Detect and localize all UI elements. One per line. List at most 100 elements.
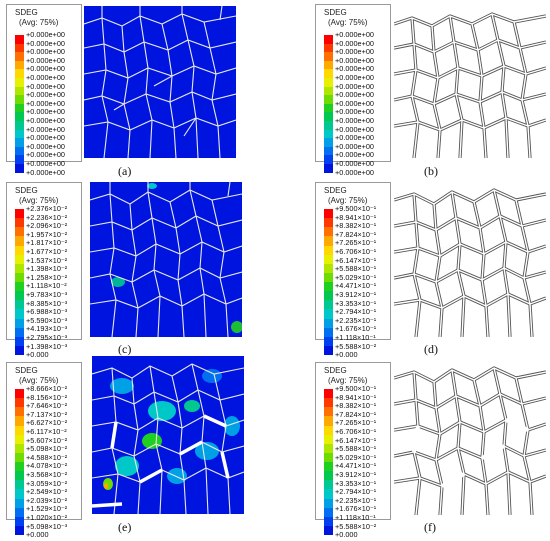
tick-label: +5.098×10⁻² <box>26 444 68 454</box>
tick-labels: +9.500×10⁻¹ +8.941×10⁻¹ +8.382×10⁻¹ +7.824×… <box>335 384 377 540</box>
tick-label: +8.382×10⁻¹ <box>335 401 377 411</box>
tick-label: +8.941×10⁻¹ <box>335 212 377 222</box>
color-segment <box>15 35 24 44</box>
color-segment <box>324 443 333 453</box>
tick-label: +2.096×10⁻² <box>26 221 68 231</box>
tick-label: +2.549×10⁻² <box>26 487 68 497</box>
tick-label: +0.000e+00 <box>26 150 65 160</box>
caption-e: (e) <box>118 520 132 534</box>
color-segment <box>324 398 333 408</box>
tick-label: +3.568×10⁻² <box>26 469 68 479</box>
tick-label: +0.000e+00 <box>335 98 374 108</box>
color-segment <box>324 236 333 246</box>
color-segment <box>324 103 333 113</box>
tick-label: +0.000e+00 <box>26 90 65 100</box>
color-segment <box>324 163 333 173</box>
color-segment <box>324 129 333 139</box>
color-segment <box>15 309 24 319</box>
color-segment <box>324 86 333 96</box>
color-segment <box>324 416 333 426</box>
color-segment <box>15 462 24 472</box>
tick-label: +3.059×10⁻² <box>26 478 68 488</box>
color-bar <box>15 389 24 535</box>
tick-label: +0.000e+00 <box>26 133 65 143</box>
color-segment <box>324 112 333 121</box>
color-segment <box>15 69 24 78</box>
tick-label: +0.000e+00 <box>26 115 65 125</box>
caption-a: (a) <box>118 164 132 178</box>
tick-label: +5.029×10⁻¹ <box>335 272 377 282</box>
tick-label: +4.471×10⁻¹ <box>335 461 377 471</box>
mesh-contour-plot <box>90 182 242 337</box>
color-segment <box>15 272 24 282</box>
tick-label: +8.385×10⁻³ <box>26 298 68 308</box>
color-segment <box>15 138 24 147</box>
tick-label: +6.988×10⁻³ <box>26 307 68 317</box>
color-segment <box>15 163 24 173</box>
legend-title: SDEG <box>15 8 38 17</box>
tick-label: +1.118×10⁻¹ <box>335 332 376 342</box>
color-segment <box>324 43 333 53</box>
color-segment <box>324 77 333 87</box>
tick-label: +1.118×10⁻² <box>26 281 67 291</box>
caption-f: (f) <box>424 520 436 534</box>
tick-label: +2.794×10⁻¹ <box>335 307 377 317</box>
tick-label: +3.353×10⁻¹ <box>335 298 377 308</box>
tick-label: +0.000e+00 <box>335 72 374 82</box>
tick-label: +2.376×10⁻² <box>26 204 68 213</box>
tick-label: +0.000e+00 <box>26 81 65 91</box>
color-segment <box>15 129 24 139</box>
tick-label: +1.537×10⁻² <box>26 255 68 265</box>
tick-label: +9.500×10⁻¹ <box>335 204 377 213</box>
tick-label: +0.000e+00 <box>26 124 65 134</box>
tick-label: +0.000e+00 <box>335 133 374 143</box>
tick-label: +0.000e+00 <box>335 150 374 160</box>
tick-label: +2.794×10⁻¹ <box>335 487 377 497</box>
tick-label: +0.000e+00 <box>335 107 374 117</box>
color-segment <box>15 480 24 490</box>
tick-label: +0.000e+00 <box>335 115 374 125</box>
color-segment <box>15 318 24 328</box>
color-segment <box>324 480 333 490</box>
legend-subtitle: (Avg: 75%) <box>328 376 368 385</box>
color-segment <box>15 282 24 292</box>
legend-b: SDEG (Avg: 75%) +0.000e+00 +0.000e+00 +0.0… <box>315 4 391 176</box>
color-segment <box>324 209 333 219</box>
tick-label: +1.957×10⁻² <box>26 229 68 239</box>
color-segment <box>15 155 24 164</box>
cohesive-mesh-plot <box>394 12 546 158</box>
color-bar <box>324 209 333 355</box>
legend-subtitle: (Avg: 75%) <box>19 196 59 205</box>
tick-label: +5.607×10⁻² <box>26 435 68 445</box>
legend-c: SDEG (Avg: 75%) +2.376×10⁻² +2.236×10⁻² +2… <box>6 182 82 359</box>
tick-label: +8.156×10⁻² <box>26 392 68 402</box>
color-segment <box>324 327 333 337</box>
cohesive-mesh-plot <box>394 188 546 337</box>
tick-label: +0.000e+00 <box>335 38 374 48</box>
color-segment <box>324 345 333 355</box>
tick-label: +2.235×10⁻¹ <box>335 495 377 505</box>
legend-subtitle: (Avg: 75%) <box>19 18 59 27</box>
color-segment <box>15 103 24 113</box>
color-segment <box>324 263 333 273</box>
tick-label: +5.588×10⁻² <box>335 521 377 531</box>
color-segment <box>15 263 24 273</box>
tick-label: +0.000e+00 <box>335 158 374 168</box>
tick-label: +4.193×10⁻³ <box>26 324 68 334</box>
color-segment <box>15 77 24 87</box>
tick-label: +2.795×10⁻³ <box>26 332 68 342</box>
tick-label: +5.098×10⁻³ <box>26 521 68 531</box>
color-segment <box>15 254 24 264</box>
mesh-contour-plot <box>92 356 244 514</box>
tick-label: +0.000e+00 <box>335 47 374 57</box>
legend-title: SDEG <box>15 366 38 375</box>
color-segment <box>324 471 333 481</box>
tick-label: +0.000e+00 <box>335 64 374 74</box>
tick-label: +1.529×10⁻² <box>26 504 68 514</box>
caption-c: (c) <box>118 342 132 356</box>
color-segment <box>15 218 24 228</box>
color-segment <box>324 245 333 255</box>
color-bar <box>324 35 333 173</box>
color-segment <box>324 452 333 462</box>
color-segment <box>15 471 24 481</box>
